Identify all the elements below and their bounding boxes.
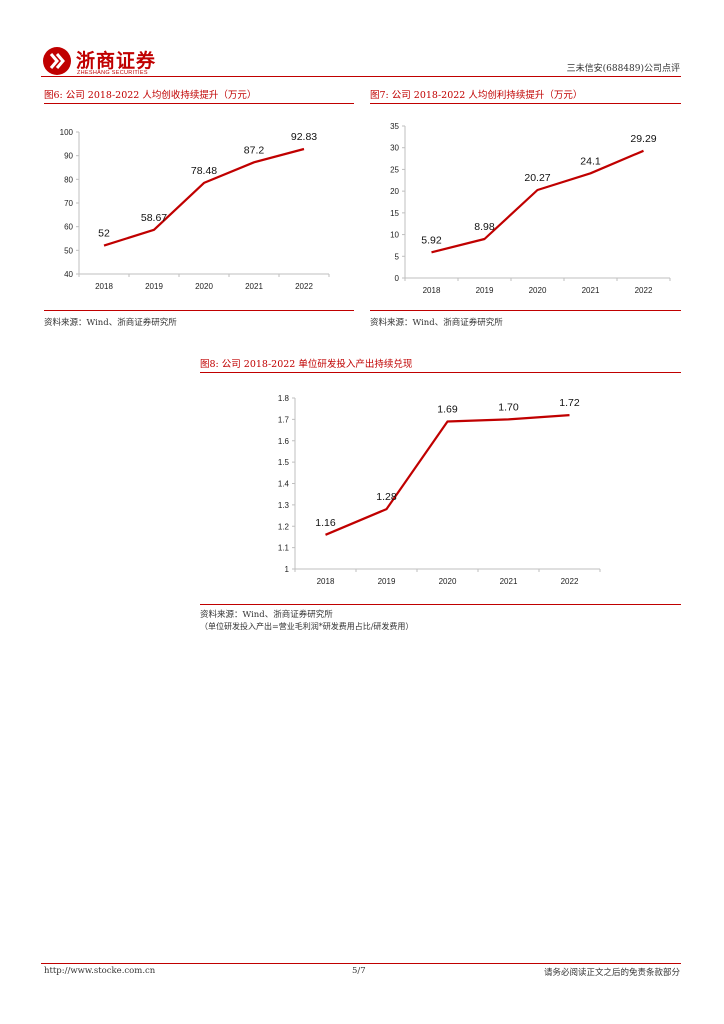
report-tag: 三未信安(688489)公司点评 [566,64,680,74]
fig6-y-tick-label: 80 [64,175,73,184]
footer-url[interactable]: http://www.stocke.com.cn [44,966,156,976]
fig7-y-tick-label: 0 [395,274,400,283]
fig6-title: 图6: 公司 2018-2022 人均创收持续提升（万元） [44,90,257,101]
fig7-y-tick-label: 25 [390,165,399,174]
fig6-y-tick-label: 50 [64,246,73,255]
fig7-title: 图7: 公司 2018-2022 人均创利持续提升（万元） [370,90,583,101]
fig7-data-label: 20.27 [524,172,550,184]
fig8-x-tick-label: 2021 [500,577,518,586]
fig6-x-tick-label: 2021 [245,282,263,291]
footer-disclaimer: 请务必阅读正文之后的免责条款部分 [543,968,680,978]
fig8-note: （单位研发投入产出=营业毛利润*研发费用占比/研发费用） [200,622,414,631]
brand-name: 浙商证券 [76,50,157,72]
fig8-y-tick-label: 1.4 [278,480,290,489]
fig7-source: 资料来源：Wind、浙商证券研究所 [370,318,503,328]
fig8-data-label: 1.69 [437,404,458,416]
fig7-data-label: 29.29 [630,133,656,145]
fig8-y-tick-label: 1.5 [278,458,290,467]
fig8-data-label: 1.28 [376,491,397,503]
fig7-source-rule [370,310,681,311]
fig6-data-label: 52 [98,228,110,240]
page-number: 5/7 [352,966,366,976]
fig7-x-tick-label: 2019 [476,286,494,295]
header-divider [41,76,681,77]
fig8-y-tick-label: 1.2 [278,522,290,531]
fig6-data-label: 78.48 [191,165,217,177]
fig8-title: 图8: 公司 2018-2022 单位研发投入产出持续兑现 [200,359,413,370]
fig8-chart: 1 1.1 1.2 1.3 1.4 1.5 1.6 1.7 1.8 2018 2019 2020 202… [278,394,601,586]
fig7-data-label: 5.92 [421,234,442,246]
fig8-series-line [325,414,570,536]
fig8-data-label: 1.70 [498,401,519,413]
fig7-x-tick-label: 2018 [423,286,441,295]
fig7-x-tick-label: 2020 [529,286,547,295]
fig6-y-tick-label: 70 [64,199,73,208]
fig8-y-tick-label: 1.7 [278,415,290,424]
fig6-chart: 40 50 60 70 80 90 100 2018 2019 2020 2021 2022 52 58.… [60,128,330,291]
fig8-x-tick-label: 2018 [317,577,335,586]
brand-logo [42,46,72,76]
fig8-title-rule [200,372,681,373]
brand-subtitle: ZHESHANG SECURITIES [77,70,148,76]
brand-logo-icon [43,47,71,75]
fig6-y-tick-label: 90 [64,152,73,161]
fig7-x-tick-label: 2021 [582,286,600,295]
fig8-y-tick-label: 1 [285,565,290,574]
fig7-title-rule [370,103,681,104]
fig8-y-tick-label: 1.8 [278,394,290,403]
fig8-x-tick-label: 2019 [378,577,396,586]
fig7-y-tick-label: 5 [395,252,400,261]
fig6-y-tick-label: 40 [64,270,73,279]
fig6-x-tick-label: 2018 [95,282,113,291]
fig7-x-tick-label: 2022 [635,286,653,295]
fig7-y-tick-label: 30 [390,144,399,153]
fig7-y-tick-label: 20 [390,187,399,196]
fig7-y-tick-label: 15 [390,209,399,218]
fig6-y-tick-label: 100 [60,128,74,137]
fig7-chart: 0 5 10 15 20 25 30 35 2018 2019 2020 2021 2022 5.92 8.… [390,122,671,295]
fig8-x-tick-label: 2020 [439,577,457,586]
fig7-y-tick-label: 35 [390,122,399,131]
fig6-series-line [103,147,305,247]
fig6-x-tick-label: 2019 [145,282,163,291]
fig8-y-tick-label: 1.3 [278,501,290,510]
fig6-y-tick-label: 60 [64,223,73,232]
fig6-x-tick-label: 2022 [295,282,313,291]
fig8-x-tick-label: 2022 [561,577,579,586]
fig7-data-label: 24.1 [580,155,601,167]
fig7-y-tick-label: 10 [390,231,399,240]
fig6-data-label: 92.83 [291,131,317,143]
fig7-series-line [431,149,644,254]
fig8-y-tick-label: 1.6 [278,437,290,446]
footer-divider [41,963,681,964]
fig6-title-rule [44,103,354,104]
fig6-source: 资料来源：Wind、浙商证券研究所 [44,318,177,328]
fig8-source: 资料来源：Wind、浙商证券研究所 [200,610,333,620]
fig6-data-label: 87.2 [244,144,265,156]
fig6-source-rule [44,310,354,311]
fig8-source-rule [200,604,681,605]
fig7-data-label: 8.98 [474,221,495,233]
fig8-data-label: 1.16 [315,517,336,529]
fig6-data-label: 58.67 [141,212,167,224]
fig8-data-label: 1.72 [559,397,580,409]
fig8-y-tick-label: 1.1 [278,544,290,553]
fig6-x-tick-label: 2020 [195,282,213,291]
